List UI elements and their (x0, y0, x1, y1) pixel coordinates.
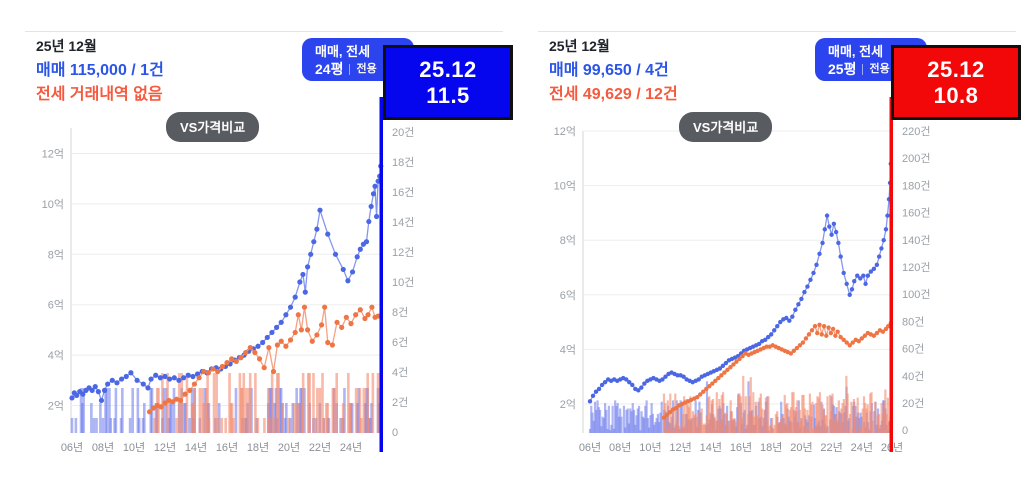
svg-text:2건: 2건 (392, 396, 408, 409)
svg-text:12억: 12억 (42, 148, 64, 161)
svg-text:20년: 20년 (278, 441, 300, 454)
current-value-box: 25.12 10.8 (891, 45, 1021, 120)
svg-text:16년: 16년 (216, 441, 238, 454)
label-divider (862, 63, 864, 75)
svg-text:14건: 14건 (392, 216, 414, 229)
svg-text:16년: 16년 (730, 441, 752, 454)
svg-text:4억: 4억 (48, 349, 64, 362)
svg-text:220건: 220건 (902, 125, 930, 138)
svg-text:0: 0 (392, 427, 398, 439)
svg-text:06년: 06년 (61, 441, 83, 454)
svg-text:20건: 20건 (392, 126, 414, 139)
price-history-chart-24py[interactable]: 12억 10억 8억 6억 4억 2억 20건 18건 16건 14건 12건 10건 8건 6건 4건 2건… (0, 0, 513, 487)
svg-text:200건: 200건 (902, 152, 930, 165)
svg-text:12년: 12년 (669, 441, 691, 454)
svg-text:6억: 6억 (560, 289, 576, 302)
svg-text:18건: 18건 (392, 156, 414, 169)
area-size-label: 24평 (315, 61, 344, 77)
value-box-price: 11.5 (426, 82, 470, 108)
svg-text:160건: 160건 (902, 207, 930, 220)
svg-text:08년: 08년 (609, 441, 631, 454)
exclusive-area-label: 전용 (356, 63, 377, 75)
svg-text:12년: 12년 (154, 441, 176, 454)
svg-text:100건: 100건 (902, 288, 930, 301)
chart-panel-24py: 25년 12월 매매 115,000 / 1건 전세 거래내역 없음 12억 10… (0, 0, 513, 487)
exclusive-area-label: 전용 (869, 63, 890, 75)
svg-text:40건: 40건 (902, 370, 924, 383)
sale-price-summary: 매매 115,000 / 1건 (36, 62, 164, 79)
trade-type-label: 매매, 전세 (315, 44, 371, 59)
svg-text:10억: 10억 (554, 180, 576, 193)
svg-text:24년: 24년 (851, 441, 873, 454)
svg-text:06년: 06년 (579, 441, 601, 454)
vs-price-compare-button[interactable]: VS가격비교 (679, 112, 773, 142)
svg-text:16건: 16건 (392, 186, 414, 199)
svg-text:60건: 60건 (902, 343, 924, 356)
svg-text:12억: 12억 (554, 125, 576, 138)
svg-text:120건: 120건 (902, 261, 930, 274)
current-value-box: 25.12 11.5 (383, 45, 513, 120)
price-history-chart-25py[interactable]: 12억 10억 8억 6억 4억 2억 220건 200건 180건 160건 140건 120건 10… (513, 0, 1026, 487)
panel-top-divider (25, 31, 503, 32)
svg-text:8건: 8건 (392, 306, 408, 319)
value-box-period: 25.12 (927, 56, 985, 82)
svg-text:8억: 8억 (560, 234, 576, 247)
panel-top-divider (538, 31, 1016, 32)
svg-text:180건: 180건 (902, 179, 930, 192)
svg-text:22년: 22년 (820, 441, 842, 454)
svg-text:140건: 140건 (902, 234, 930, 247)
svg-text:2억: 2억 (48, 400, 64, 413)
svg-text:80건: 80건 (902, 315, 924, 328)
svg-text:6건: 6건 (392, 336, 408, 349)
svg-text:08년: 08년 (92, 441, 114, 454)
sale-price-summary: 매매 99,650 / 4건 (549, 62, 669, 79)
svg-text:12건: 12건 (392, 246, 414, 259)
svg-text:18년: 18년 (760, 441, 782, 454)
svg-text:10년: 10년 (123, 441, 145, 454)
area-size-label: 25평 (828, 61, 857, 77)
svg-text:10건: 10건 (392, 276, 414, 289)
svg-text:4건: 4건 (392, 366, 408, 379)
svg-text:2억: 2억 (560, 398, 576, 411)
svg-text:6억: 6억 (48, 299, 64, 312)
value-box-period: 25.12 (419, 56, 477, 82)
trade-type-label: 매매, 전세 (828, 44, 884, 59)
svg-text:14년: 14년 (185, 441, 207, 454)
svg-text:10억: 10억 (42, 198, 64, 211)
jeonse-price-summary: 전세 49,629 / 12건 (549, 86, 678, 103)
label-divider (349, 63, 351, 75)
svg-text:22년: 22년 (309, 441, 331, 454)
value-box-price: 10.8 (933, 82, 979, 108)
jeonse-price-summary: 전세 거래내역 없음 (36, 86, 163, 103)
svg-text:20건: 20건 (902, 397, 924, 410)
svg-text:8억: 8억 (48, 248, 64, 261)
svg-text:24년: 24년 (340, 441, 362, 454)
svg-text:10년: 10년 (639, 441, 661, 454)
svg-text:18년: 18년 (247, 441, 269, 454)
current-month-label: 25년 12월 (549, 38, 610, 54)
svg-text:4억: 4억 (560, 343, 576, 356)
chart-panel-25py: 25년 12월 매매 99,650 / 4건 전세 49,629 / 12건 1… (513, 0, 1026, 487)
svg-text:0: 0 (902, 425, 908, 437)
svg-text:20년: 20년 (790, 441, 812, 454)
current-month-label: 25년 12월 (36, 38, 97, 54)
svg-text:14년: 14년 (700, 441, 722, 454)
vs-price-compare-button[interactable]: VS가격비교 (166, 112, 260, 142)
